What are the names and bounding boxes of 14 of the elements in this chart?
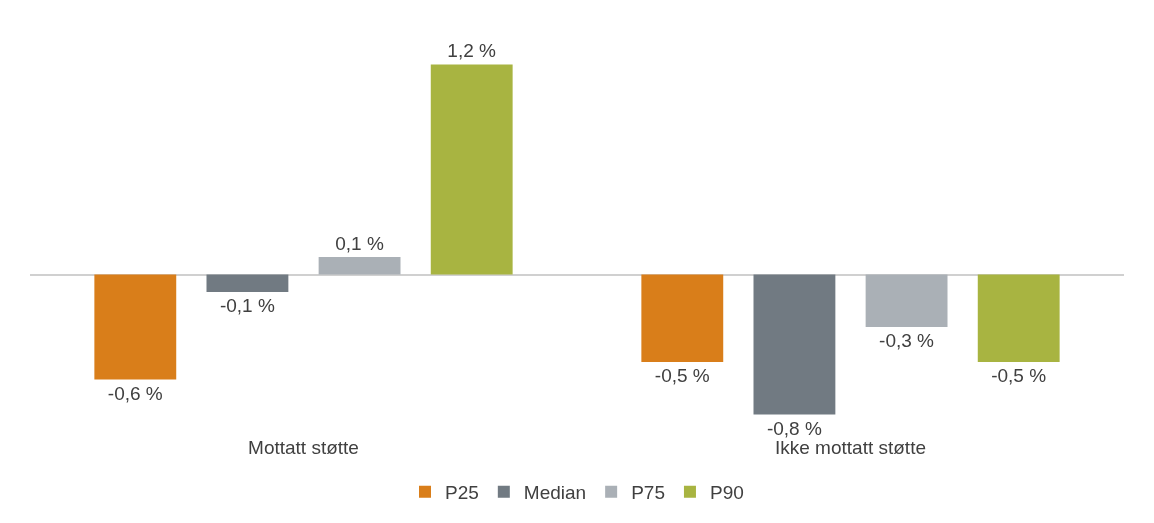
data-label: -0,8 % — [766, 417, 822, 439]
legend-label: P90 — [709, 482, 744, 504]
legend-label: P75 — [631, 482, 665, 504]
data-label: -0,6 % — [107, 382, 163, 404]
data-label: -0,3 % — [879, 330, 935, 352]
x-tick-label: Ikke mottatt støtte — [775, 437, 926, 458]
x-tick-label: Mottatt støtte — [248, 437, 359, 458]
legend-label: P25 — [445, 482, 479, 504]
data-label: -0,5 % — [991, 365, 1047, 387]
data-label: 0,1 % — [335, 233, 384, 255]
legend-label: Median — [523, 482, 587, 504]
data-label: -0,1 % — [219, 295, 275, 317]
data-label: 1,2 % — [447, 40, 497, 62]
data-label: -0,5 % — [654, 365, 710, 387]
